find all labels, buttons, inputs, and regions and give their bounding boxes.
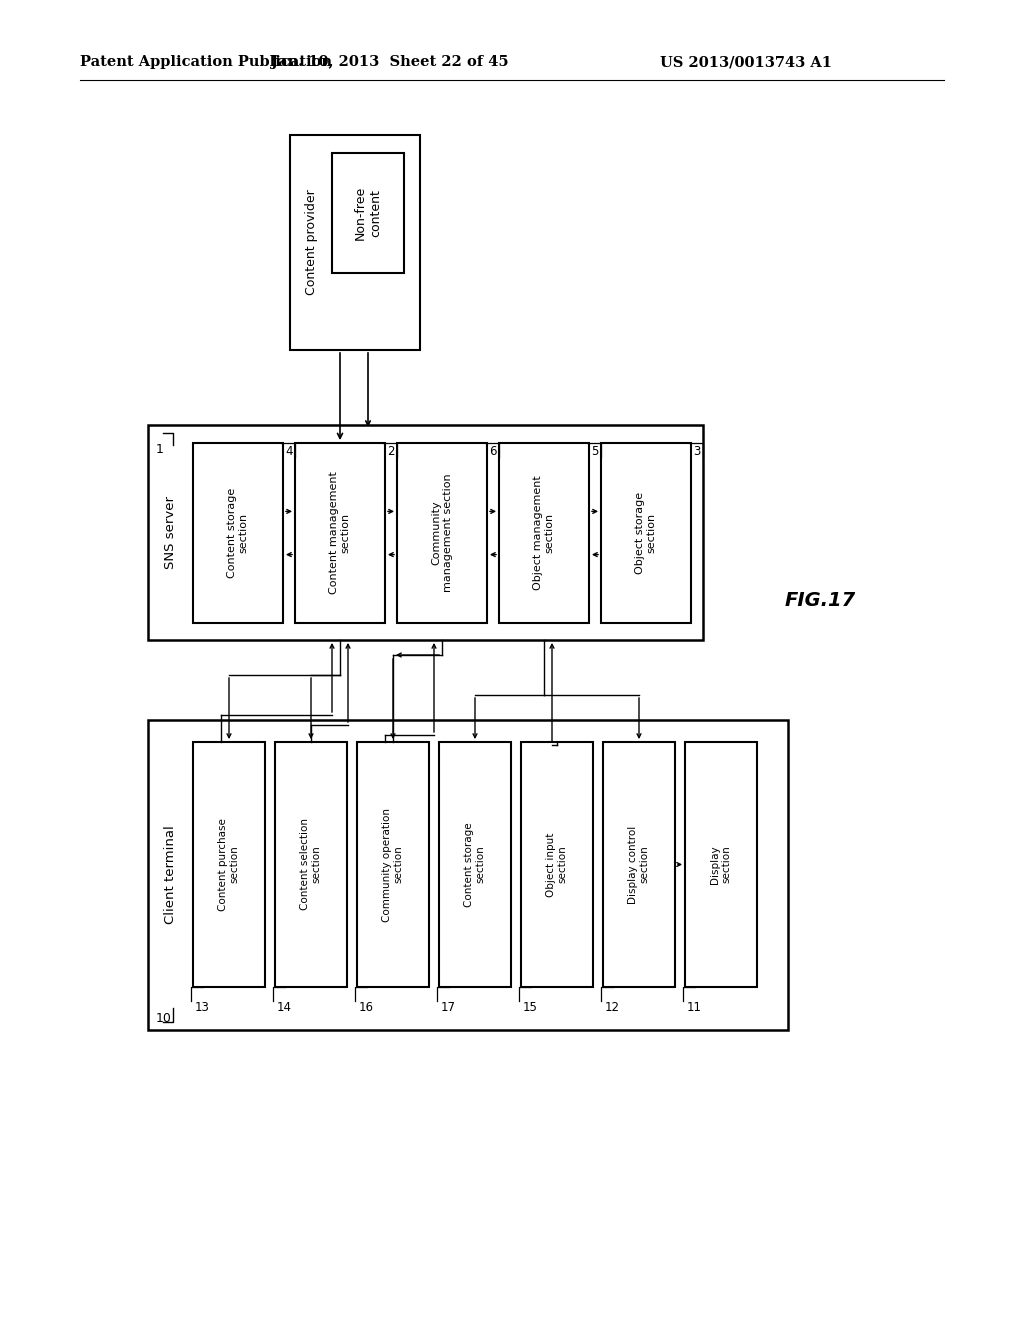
Bar xyxy=(193,742,265,987)
Text: Display control
section: Display control section xyxy=(628,825,650,904)
Text: Community
management section: Community management section xyxy=(431,474,453,593)
Text: Content provider: Content provider xyxy=(305,190,318,296)
Text: Jan. 10, 2013  Sheet 22 of 45: Jan. 10, 2013 Sheet 22 of 45 xyxy=(271,55,509,69)
Bar xyxy=(499,444,589,623)
Text: SNS server: SNS server xyxy=(164,496,176,569)
Bar xyxy=(148,425,703,640)
Bar xyxy=(193,444,283,623)
Text: Object management
section: Object management section xyxy=(534,475,555,590)
Text: 1: 1 xyxy=(156,444,164,455)
Text: 5: 5 xyxy=(591,445,598,458)
Text: 13: 13 xyxy=(195,1001,210,1014)
Bar xyxy=(290,135,420,350)
Text: 17: 17 xyxy=(441,1001,456,1014)
Text: 14: 14 xyxy=(278,1001,292,1014)
Bar xyxy=(148,719,788,1030)
Bar xyxy=(439,742,511,987)
Bar xyxy=(603,742,675,987)
Text: Object storage
section: Object storage section xyxy=(635,492,656,574)
Text: 2: 2 xyxy=(387,445,394,458)
Bar xyxy=(275,742,347,987)
Bar xyxy=(295,444,385,623)
Text: Non-free
content: Non-free content xyxy=(354,186,382,240)
Text: 6: 6 xyxy=(489,445,497,458)
Text: 10: 10 xyxy=(156,1012,172,1026)
Text: 15: 15 xyxy=(523,1001,538,1014)
Text: Client terminal: Client terminal xyxy=(164,825,176,924)
Text: FIG.17: FIG.17 xyxy=(784,590,856,610)
Text: Content storage
section: Content storage section xyxy=(464,822,485,907)
Text: Display
section: Display section xyxy=(711,845,732,884)
Bar xyxy=(601,444,691,623)
Bar xyxy=(521,742,593,987)
Text: 3: 3 xyxy=(693,445,700,458)
Text: Content purchase
section: Content purchase section xyxy=(218,818,240,911)
Text: 4: 4 xyxy=(285,445,293,458)
Text: Content selection
section: Content selection section xyxy=(300,818,322,911)
Text: 16: 16 xyxy=(359,1001,374,1014)
Text: Content management
section: Content management section xyxy=(329,471,351,594)
Bar xyxy=(332,153,404,273)
Bar xyxy=(397,444,487,623)
Bar xyxy=(357,742,429,987)
Text: 11: 11 xyxy=(687,1001,702,1014)
Bar xyxy=(685,742,757,987)
Text: Object input
section: Object input section xyxy=(546,833,567,896)
Text: Patent Application Publication: Patent Application Publication xyxy=(80,55,332,69)
Text: 12: 12 xyxy=(605,1001,620,1014)
Text: Community operation
section: Community operation section xyxy=(382,808,403,921)
Text: Content storage
section: Content storage section xyxy=(227,488,249,578)
Text: US 2013/0013743 A1: US 2013/0013743 A1 xyxy=(660,55,831,69)
